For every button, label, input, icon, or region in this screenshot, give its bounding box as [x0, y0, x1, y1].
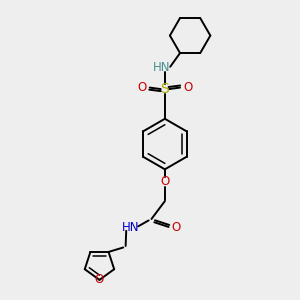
Text: HN: HN: [152, 61, 170, 74]
Text: S: S: [160, 82, 169, 96]
Text: O: O: [137, 81, 146, 94]
Text: O: O: [183, 81, 193, 94]
Text: HN: HN: [122, 221, 139, 234]
Text: O: O: [95, 273, 104, 286]
Text: O: O: [171, 221, 181, 234]
Text: O: O: [160, 175, 170, 188]
